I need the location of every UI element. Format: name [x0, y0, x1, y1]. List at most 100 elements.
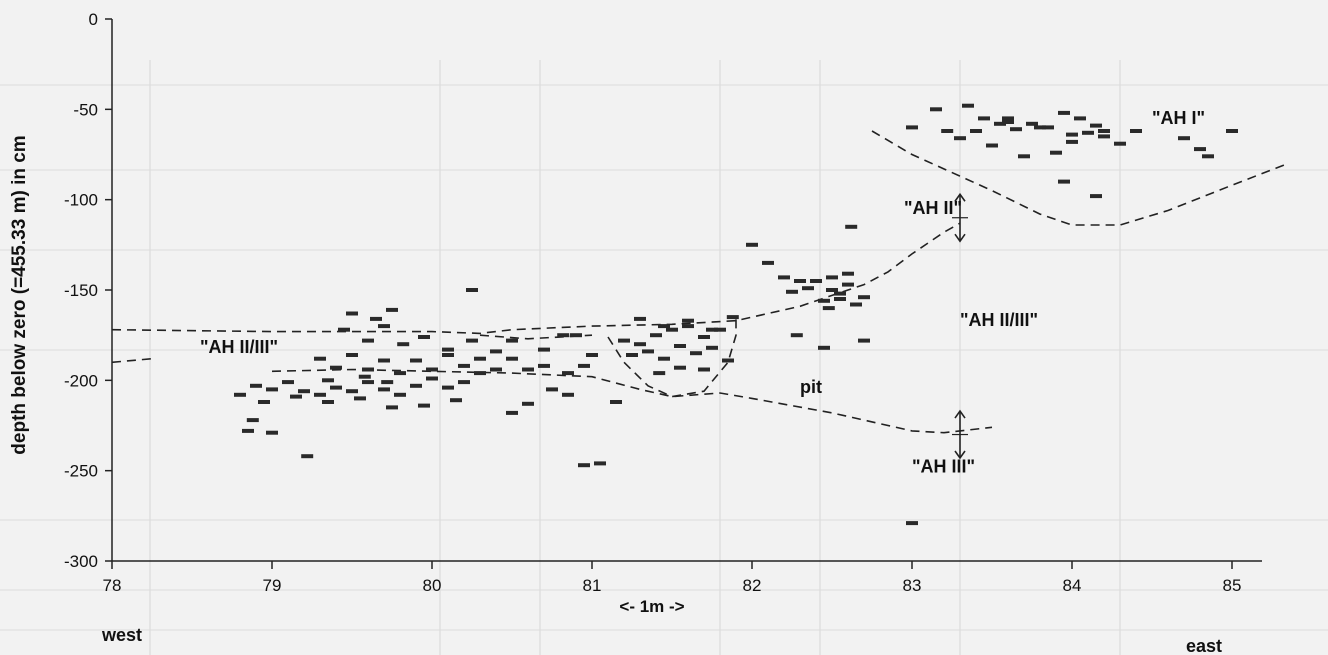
data-point — [786, 289, 798, 294]
data-point — [834, 297, 846, 301]
data-point — [690, 351, 702, 356]
data-point — [1002, 120, 1014, 124]
annotations: "AH I" "AH II" "AH II/III" "AH II/III" pit "A… — [200, 108, 1205, 477]
data-point — [1050, 150, 1062, 155]
data-point — [522, 401, 534, 406]
data-point — [358, 374, 371, 379]
data-point — [570, 333, 582, 338]
data-point — [802, 286, 814, 291]
data-point — [522, 367, 534, 372]
data-point — [394, 392, 406, 397]
data-point — [290, 394, 302, 399]
data-point — [458, 380, 470, 385]
annotation-label: "AH III" — [912, 457, 975, 477]
data-point — [426, 367, 438, 372]
data-point — [282, 380, 294, 385]
data-point — [442, 347, 454, 352]
data-point — [562, 392, 574, 397]
range-arrows — [952, 192, 968, 460]
data-point — [418, 403, 430, 408]
data-point — [346, 389, 358, 394]
data-point — [1058, 179, 1070, 184]
x-tick-label: 82 — [743, 576, 762, 595]
data-point — [658, 356, 670, 361]
data-point — [426, 376, 438, 381]
data-point — [266, 387, 278, 392]
data-point — [762, 260, 774, 265]
data-point — [634, 316, 646, 321]
data-point — [858, 295, 870, 300]
data-point — [1066, 132, 1078, 137]
data-point — [778, 275, 790, 280]
x-tick-label: 85 — [1223, 576, 1242, 595]
data-point — [370, 316, 382, 321]
data-point — [378, 358, 390, 363]
y-tick-label: -100 — [64, 191, 98, 210]
data-point — [822, 306, 835, 311]
data-point — [442, 353, 454, 357]
data-point — [258, 400, 270, 404]
data-point — [466, 338, 478, 343]
west-label: west — [101, 625, 142, 645]
data-point — [246, 418, 259, 423]
data-point — [726, 315, 739, 320]
arrow-head-bottom — [954, 233, 966, 243]
data-point — [1002, 116, 1014, 121]
data-point — [330, 365, 342, 370]
boundary-line — [607, 313, 737, 398]
data-point — [954, 136, 966, 141]
annotation-label: pit — [800, 377, 822, 397]
data-point — [322, 378, 334, 383]
data-point — [578, 363, 590, 368]
y-tick-label: -250 — [64, 462, 98, 481]
data-point — [562, 371, 574, 376]
data-point — [650, 333, 662, 338]
data-point — [845, 224, 858, 229]
x-tick-label: 78 — [103, 576, 122, 595]
data-point — [1202, 154, 1214, 159]
data-point — [1114, 141, 1126, 146]
y-tick-label: -50 — [73, 100, 98, 119]
annotation-label: "AH II/III" — [960, 310, 1038, 330]
annotation-label: "AH II" — [904, 198, 962, 218]
arrow-head-bottom — [954, 450, 966, 460]
data-point — [906, 125, 918, 130]
boundary-line — [111, 357, 153, 364]
data-point — [698, 367, 710, 372]
data-point — [794, 279, 806, 283]
data-point — [362, 367, 374, 372]
data-point — [1098, 129, 1110, 133]
data-point — [698, 335, 710, 339]
x-tick-label: 84 — [1063, 576, 1082, 595]
data-point — [682, 318, 694, 323]
data-point — [674, 344, 686, 348]
boundary-line — [271, 368, 993, 434]
data-point — [706, 327, 718, 332]
data-point — [666, 327, 678, 332]
data-point — [818, 298, 830, 303]
x-tick-label: 80 — [423, 576, 442, 595]
data-point — [674, 365, 686, 370]
data-point — [418, 335, 430, 339]
data-point — [338, 327, 350, 332]
data-point — [381, 380, 394, 385]
data-point — [378, 387, 390, 392]
data-point — [506, 410, 518, 415]
y-axis-label: depth below zero (=455.33 m) in cm — [9, 135, 30, 454]
data-point — [610, 400, 622, 404]
x-tick-label: 81 — [583, 576, 602, 595]
data-point — [834, 291, 846, 296]
data-point — [386, 405, 398, 410]
y-tick-label: -150 — [64, 281, 98, 300]
scale-note: <- 1m -> — [619, 597, 684, 616]
data-point — [362, 380, 374, 385]
data-point — [970, 129, 982, 133]
data-point — [1034, 125, 1046, 130]
x-tick-label: 79 — [263, 576, 282, 595]
data-point — [1058, 110, 1070, 115]
data-point — [466, 288, 478, 292]
data-point — [1130, 129, 1142, 133]
data-point — [397, 342, 410, 347]
arrow-head-top — [954, 409, 966, 419]
